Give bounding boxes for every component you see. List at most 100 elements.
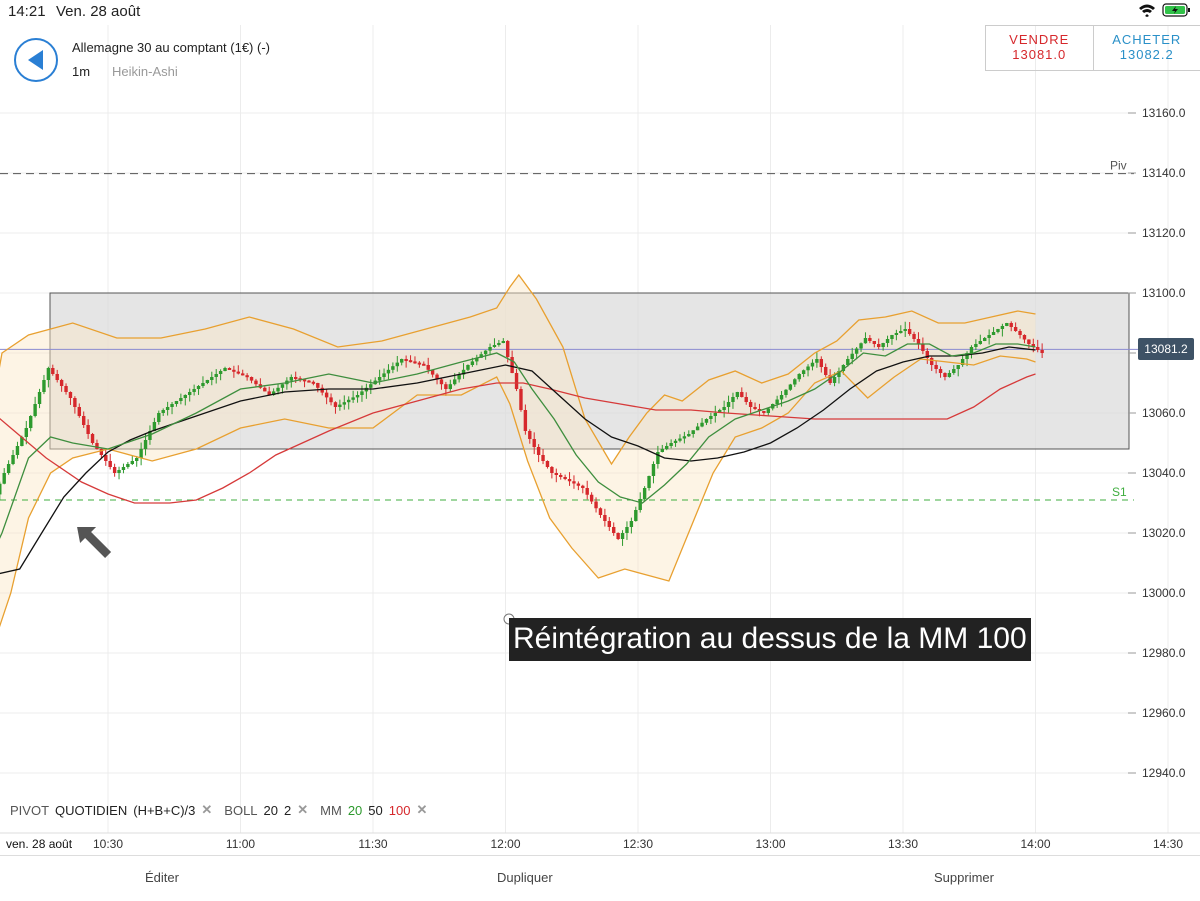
candle-up <box>970 347 973 353</box>
candle-up <box>815 359 818 363</box>
mm50-period: 50 <box>368 803 382 818</box>
delete-button[interactable]: Supprimer <box>934 870 994 885</box>
candle-down <box>745 397 748 402</box>
candle-down <box>537 447 540 455</box>
candle-down <box>1036 347 1039 350</box>
candle-up <box>630 521 633 527</box>
candle-down <box>563 477 566 479</box>
duplicate-button[interactable]: Dupliquer <box>497 870 553 885</box>
candle-down <box>820 359 823 367</box>
remove-boll-icon[interactable]: ✕ <box>297 802 308 818</box>
candle-up <box>466 365 469 370</box>
candle-up <box>343 402 346 404</box>
back-button[interactable] <box>14 38 58 82</box>
candle-up <box>987 335 990 338</box>
candle-up <box>806 367 809 371</box>
y-tick-label: 13160.0 <box>1142 106 1186 120</box>
annotation-arrow[interactable] <box>77 527 111 558</box>
buy-label: ACHETER <box>1094 32 1200 47</box>
candle-down <box>868 338 871 341</box>
candle-down <box>515 373 518 389</box>
status-bar: 14:21 Ven. 28 août <box>0 0 1200 24</box>
y-tick-label: 13140.0 <box>1142 166 1186 180</box>
candle-up <box>851 354 854 359</box>
candle-up <box>281 384 284 388</box>
candle-down <box>418 363 421 365</box>
boll-deviation: 2 <box>284 803 291 818</box>
boll-indicator-label[interactable]: BOLL <box>224 803 257 818</box>
candle-up <box>338 405 341 407</box>
candle-down <box>541 455 544 461</box>
candle-up <box>696 427 699 431</box>
candle-down <box>917 339 920 344</box>
candle-up <box>497 343 500 345</box>
annotation-text[interactable]: Réintégration au dessus de la MM 100 <box>509 618 1031 661</box>
candle-down <box>245 375 248 377</box>
candle-up <box>793 379 796 384</box>
candle-up <box>784 390 787 395</box>
candle-up <box>197 386 200 389</box>
pivot-period: QUOTIDIEN <box>55 803 127 818</box>
candle-up <box>700 423 703 427</box>
remove-pivot-icon[interactable]: ✕ <box>201 802 212 818</box>
candle-up <box>678 439 681 441</box>
candle-up <box>780 395 783 400</box>
candle-up <box>811 363 814 367</box>
candle-down <box>56 374 59 380</box>
x-tick-label: 12:00 <box>490 837 520 851</box>
candle-up <box>139 449 142 458</box>
candle-up <box>382 373 385 377</box>
candle-up <box>0 484 1 495</box>
candle-up <box>886 339 889 343</box>
candle-down <box>599 508 602 515</box>
timeframe-selector[interactable]: 1m <box>72 64 90 79</box>
candle-down <box>113 467 116 473</box>
candle-up <box>859 343 862 348</box>
back-arrow-icon <box>16 40 56 80</box>
pivot-indicator-label[interactable]: PIVOT <box>10 803 49 818</box>
mm-indicator-label[interactable]: MM <box>320 803 342 818</box>
candle-up <box>144 440 147 449</box>
candle-down <box>930 358 933 365</box>
chart-type-selector[interactable]: Heikin-Ashi <box>112 64 178 79</box>
candle-up <box>647 476 650 488</box>
edit-button[interactable]: Éditer <box>145 870 179 885</box>
remove-mm-icon[interactable]: ✕ <box>416 802 427 818</box>
candle-down <box>109 461 112 467</box>
candle-down <box>409 360 412 362</box>
candle-down <box>506 341 509 357</box>
candle-up <box>47 368 50 380</box>
candle-up <box>157 413 160 422</box>
candle-up <box>661 449 664 452</box>
candle-down <box>555 473 558 475</box>
candle-down <box>612 527 615 533</box>
candle-up <box>276 388 279 392</box>
candle-up <box>471 361 474 365</box>
candle-down <box>510 357 513 373</box>
current-price-tag: 13081.2 <box>1138 338 1194 360</box>
candle-up <box>992 332 995 335</box>
candle-up <box>833 377 836 383</box>
candle-down <box>550 467 553 473</box>
candle-up <box>210 377 213 380</box>
candle-up <box>899 331 902 333</box>
candle-up <box>135 458 138 461</box>
candle-up <box>126 464 129 467</box>
candle-up <box>775 400 778 405</box>
candle-up <box>895 333 898 335</box>
candle-down <box>413 361 416 363</box>
candle-down <box>908 329 911 334</box>
candle-up <box>957 365 960 369</box>
battery-icon <box>1162 3 1192 17</box>
buy-button[interactable]: ACHETER 13082.2 <box>1094 26 1200 70</box>
candle-up <box>948 373 951 377</box>
candle-down <box>740 392 743 397</box>
candle-down <box>943 373 946 377</box>
candle-down <box>334 402 337 407</box>
candle-up <box>347 400 350 402</box>
candle-up <box>904 329 907 331</box>
x-tick-label: 12:30 <box>623 837 653 851</box>
candle-up <box>996 329 999 332</box>
sell-button[interactable]: VENDRE 13081.0 <box>986 26 1094 70</box>
